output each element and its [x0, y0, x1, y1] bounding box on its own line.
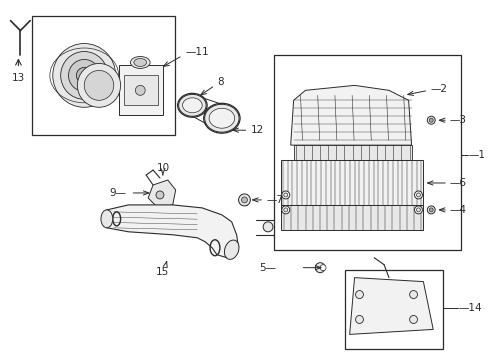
Circle shape — [281, 206, 289, 214]
Circle shape — [263, 222, 272, 232]
Text: 13: 13 — [12, 73, 25, 84]
Text: —3: —3 — [449, 115, 466, 125]
Circle shape — [428, 208, 432, 212]
Circle shape — [320, 265, 325, 271]
Ellipse shape — [204, 104, 239, 132]
Polygon shape — [148, 180, 175, 208]
Circle shape — [135, 85, 145, 95]
Circle shape — [53, 44, 116, 107]
Circle shape — [416, 208, 420, 212]
Text: —6: —6 — [449, 178, 466, 188]
Circle shape — [281, 191, 289, 199]
Text: 5—: 5— — [259, 263, 275, 273]
Circle shape — [84, 71, 114, 100]
Ellipse shape — [134, 58, 146, 67]
Ellipse shape — [182, 98, 202, 113]
Text: —2: —2 — [429, 84, 447, 94]
Circle shape — [238, 194, 250, 206]
Bar — [32, 15, 174, 135]
Text: —1: —1 — [468, 150, 485, 160]
Text: —14: —14 — [458, 302, 481, 312]
Text: —11: —11 — [185, 48, 209, 58]
Circle shape — [355, 291, 363, 298]
Text: —4: —4 — [449, 205, 466, 215]
Bar — [123, 75, 158, 105]
Circle shape — [409, 315, 417, 323]
Circle shape — [428, 118, 432, 122]
Text: 15: 15 — [156, 267, 169, 276]
Ellipse shape — [130, 57, 150, 68]
Circle shape — [76, 67, 92, 84]
Polygon shape — [103, 205, 238, 258]
Text: 12: 12 — [250, 125, 263, 135]
Bar — [280, 205, 423, 230]
Circle shape — [355, 315, 363, 323]
Ellipse shape — [178, 94, 206, 116]
Circle shape — [156, 191, 163, 199]
Circle shape — [427, 116, 434, 124]
Text: —7: —7 — [265, 195, 283, 205]
Ellipse shape — [101, 210, 113, 228]
Polygon shape — [349, 278, 432, 334]
Bar — [344, 270, 442, 349]
Circle shape — [409, 291, 417, 298]
Bar — [280, 160, 423, 205]
Circle shape — [414, 206, 422, 214]
Text: 8: 8 — [217, 77, 223, 87]
Circle shape — [427, 206, 434, 214]
Circle shape — [241, 197, 247, 203]
Ellipse shape — [224, 240, 239, 260]
Text: 10: 10 — [156, 163, 169, 173]
Circle shape — [283, 208, 287, 212]
Circle shape — [414, 191, 422, 199]
Circle shape — [68, 59, 100, 91]
Bar — [119, 66, 163, 115]
Ellipse shape — [209, 108, 234, 128]
Polygon shape — [293, 145, 411, 160]
Text: 9—: 9— — [109, 188, 126, 198]
Circle shape — [315, 263, 325, 273]
Circle shape — [283, 193, 287, 197]
Circle shape — [77, 63, 121, 107]
Circle shape — [61, 51, 108, 99]
Circle shape — [416, 193, 420, 197]
Polygon shape — [290, 85, 411, 145]
Bar — [273, 55, 460, 250]
